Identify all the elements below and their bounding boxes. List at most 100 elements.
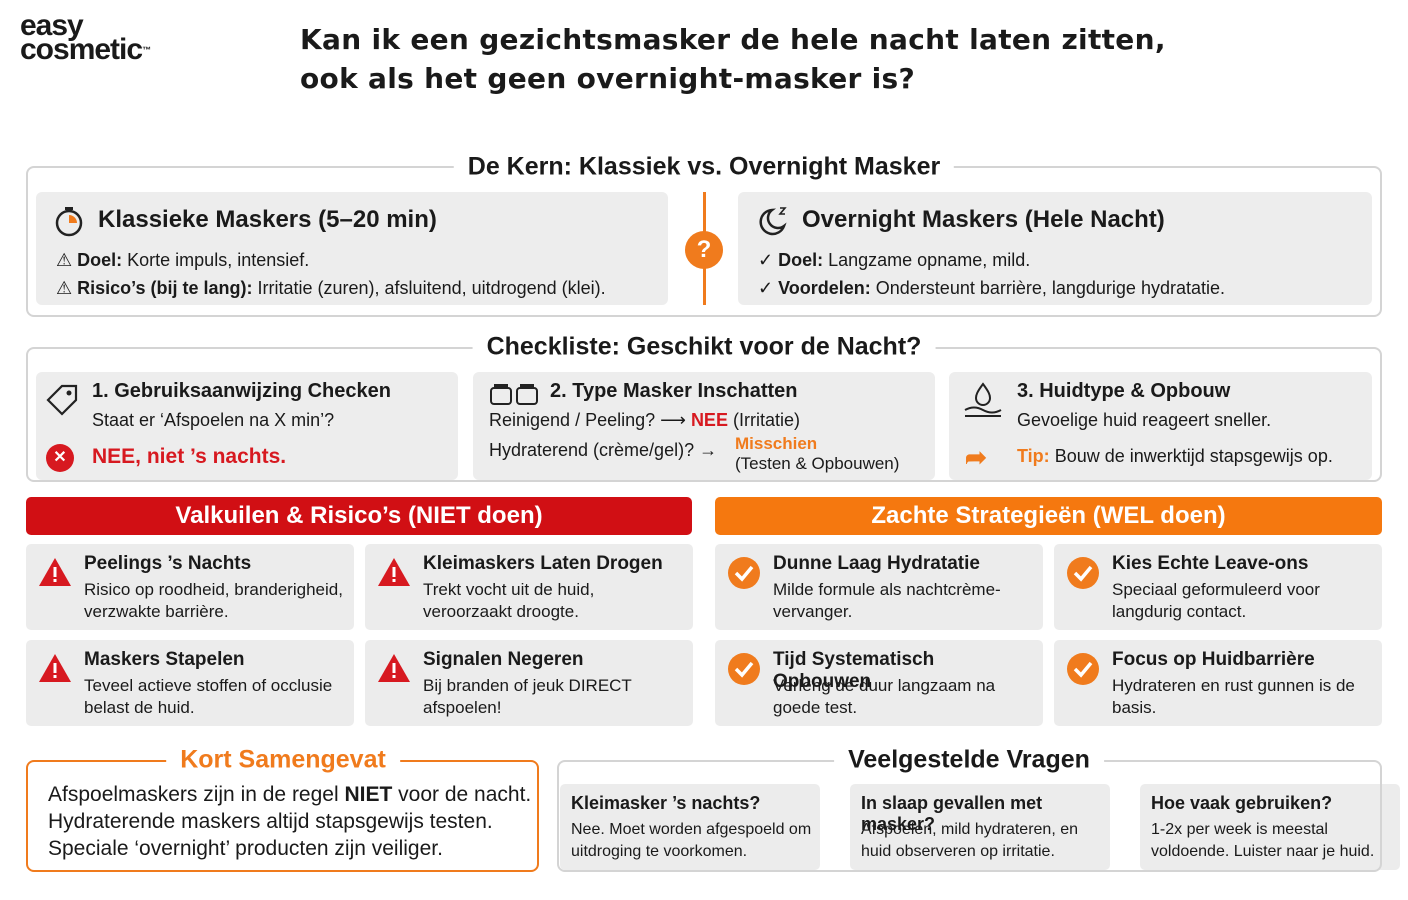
classic-item: ⚠ Risico’s (bij te lang): Irritatie (zur… xyxy=(56,278,606,298)
warning-icon xyxy=(378,654,410,682)
card-icon xyxy=(727,556,761,595)
faq-box xyxy=(557,760,1382,872)
type-outcome: Misschien (Testen & Opbouwen) xyxy=(735,434,899,474)
card-icon xyxy=(38,652,72,689)
timer-icon xyxy=(55,207,83,237)
check-card: 2. Type Masker Inschatten Reinigend / Pe… xyxy=(473,372,935,480)
strategy-card: Kies Echte Leave-ons Speciaal geformuleer… xyxy=(1054,544,1382,630)
faq-answer: Nee. Moet worden afgespoeld om uitdrogin… xyxy=(571,821,812,860)
classic-item: ⚠ Doel: Korte impuls, intensief. xyxy=(56,250,310,270)
pitfall-card: Peelings ’s Nachts Risico op roodheid, br… xyxy=(26,544,354,630)
logo: easy cosmetic™ xyxy=(20,9,151,65)
type-note: (Testen & Opbouwen) xyxy=(735,454,900,473)
card-title: 1. Gebruiksaanwijzing Checken xyxy=(92,380,391,402)
divider-badge: ? xyxy=(685,231,723,269)
summary-part: voor de nacht. xyxy=(398,783,532,806)
pitfalls-heading: Valkuilen & Risico’s (NIET doen) xyxy=(26,497,692,535)
logo-tm: ™ xyxy=(142,45,151,55)
type-result: Misschien xyxy=(735,434,818,453)
card-text: Staat er ‘Afspoelen na X min’? xyxy=(92,410,335,430)
check-card: 3. Huidtype & Opbouw Gevoelige huid reag… xyxy=(949,372,1372,480)
tip-label: Tip: xyxy=(1017,446,1050,466)
card-title: Tijd Systematisch Opbouwen xyxy=(773,649,935,692)
card-title: Kleimaskers Laten Drogen xyxy=(423,553,663,574)
summary-part: Afspoelmaskers zijn in de regel xyxy=(48,783,339,806)
card-text: Verleng de duur langzaam na goede test. xyxy=(773,676,996,717)
item-text: Langzame opname, mild. xyxy=(828,250,1031,270)
card-text: Milde formule als nachtcrème-vervanger. xyxy=(773,580,1001,621)
warning-icon xyxy=(39,654,71,682)
classic-title: Klassieke Maskers (5–20 min) xyxy=(98,206,437,233)
item-label: Risico’s (bij te lang): xyxy=(77,278,253,298)
logo-word: cosmetic xyxy=(20,33,143,66)
skin-icon xyxy=(964,382,1002,417)
strategies-heading: Zachte Strategieën (WEL doen) xyxy=(715,497,1382,535)
overnight-title: Overnight Maskers (Hele Nacht) xyxy=(802,206,1165,233)
arrow-icon: ➦ xyxy=(965,442,987,472)
type-question: Reinigend / Peeling? xyxy=(489,410,656,430)
pitfall-card: Signalen Negeren Bij branden of jeuk DIRE… xyxy=(365,640,693,726)
type-note: (Irritatie) xyxy=(732,410,800,430)
card-title: 3. Huidtype & Opbouw xyxy=(1017,380,1231,402)
type-question: Hydraterend (crème/gel)? xyxy=(489,440,695,460)
card-title: Maskers Stapelen xyxy=(84,649,245,670)
strategy-card: Dunne Laag Hydratatie Milde formule als n… xyxy=(715,544,1043,630)
card-text: Trekt vocht uit de huid, veroorzaakt dro… xyxy=(423,580,595,621)
faq-question: Hoe vaak gebruiken? xyxy=(1151,793,1333,813)
faq-answer: 1-2x per week is meestal voldoende. Luis… xyxy=(1151,821,1375,860)
card-icon xyxy=(1066,556,1100,595)
card-icon xyxy=(38,556,72,593)
card-icon xyxy=(1066,652,1100,691)
tag-icon xyxy=(46,384,78,416)
check-icon xyxy=(728,653,760,685)
faq-question: In slaap gevallen met masker? xyxy=(861,793,1043,834)
summary-bold: NIET xyxy=(344,783,393,806)
check-card: 1. Gebruiksaanwijzing Checken Staat er ‘… xyxy=(36,372,458,480)
type-result: NEE xyxy=(690,410,728,430)
jars-icon xyxy=(490,384,538,405)
faq-answer: Afspoelen, mild hydrateren, en huid obse… xyxy=(861,821,1079,860)
card-text: Teveel actieve stoffen of occlusie belas… xyxy=(84,676,333,717)
card-icon xyxy=(377,652,411,689)
check-icon xyxy=(1067,653,1099,685)
strategy-card: Focus op Huidbarrière Hydrateren en rust … xyxy=(1054,640,1382,726)
checklist-heading: Checkliste: Geschikt voor de Nacht? xyxy=(472,332,936,362)
item-text: Korte impuls, intensief. xyxy=(127,250,310,270)
card-text: Hydrateren en rust gunnen is de basis. xyxy=(1112,676,1355,717)
overnight-item: ✓ Doel: Langzame opname, mild. xyxy=(758,250,1031,270)
faq-heading: Veelgestelde Vragen xyxy=(834,745,1104,775)
summary-heading: Kort Samengevat xyxy=(166,745,400,775)
moon-icon xyxy=(759,207,787,236)
card-title: Kies Echte Leave-ons xyxy=(1112,553,1309,574)
overnight-panel: Overnight Maskers (Hele Nacht) ✓ Doel: L… xyxy=(738,192,1372,305)
item-text: Ondersteunt barrière, langdurige hydrata… xyxy=(875,278,1225,298)
card-icon xyxy=(727,652,761,691)
strategy-card: Tijd Systematisch Opbouwen Verleng de duu… xyxy=(715,640,1043,726)
card-title: Focus op Huidbarrière xyxy=(1112,649,1315,670)
card-verdict: NEE, niet ’s nachts. xyxy=(92,445,287,468)
logo-line1: easy xyxy=(20,9,84,42)
type-row: Hydraterend (crème/gel)? → xyxy=(489,440,718,460)
tip-text: Bouw de inwerktijd stapsgewijs op. xyxy=(1054,446,1333,466)
card-title: Signalen Negeren xyxy=(423,649,584,670)
tip: Tip: Bouw de inwerktijd stapsgewijs op. xyxy=(1017,446,1333,467)
check-icon xyxy=(728,557,760,589)
summary-line: Speciale ‘overnight’ producten zijn veil… xyxy=(48,837,443,860)
card-title: Peelings ’s Nachts xyxy=(84,553,252,574)
card-text: Gevoelige huid reageert sneller. xyxy=(1017,410,1272,430)
warning-icon xyxy=(39,558,71,586)
item-label: Doel: xyxy=(77,250,123,270)
pitfall-card: Kleimaskers Laten Drogen Trekt vocht uit … xyxy=(365,544,693,630)
item-label: Doel: xyxy=(778,250,824,270)
core-heading: De Kern: Klassiek vs. Overnight Masker xyxy=(453,152,955,182)
card-title: Dunne Laag Hydratatie xyxy=(773,553,980,574)
type-row: Reinigend / Peeling? ⟶ NEE (Irritatie) xyxy=(489,410,800,430)
summary-text: Afspoelmaskers zijn in de regel NIET voo… xyxy=(48,781,531,862)
faq-question: Kleimasker ’s nachts? xyxy=(571,793,761,813)
item-text: Irritatie (zuren), afsluitend, uitdrogen… xyxy=(257,278,606,298)
check-icon xyxy=(1067,557,1099,589)
summary-line: Afspoelmaskers zijn in de regel NIET voo… xyxy=(48,781,531,808)
card-icon xyxy=(377,556,411,593)
logo-line2: cosmetic™ xyxy=(20,35,151,65)
